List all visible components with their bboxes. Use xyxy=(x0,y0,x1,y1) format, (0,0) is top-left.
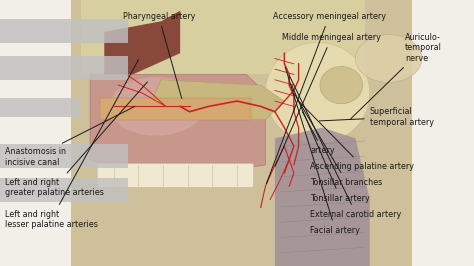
Text: Facial artery: Facial artery xyxy=(285,67,360,235)
Text: Tonsillar branches: Tonsillar branches xyxy=(294,94,383,187)
Text: Left and right
greater palatine arteries: Left and right greater palatine arteries xyxy=(5,82,147,197)
Text: Pharyngeal artery: Pharyngeal artery xyxy=(123,12,195,98)
Text: Middle meningeal artery: Middle meningeal artery xyxy=(275,33,381,166)
Text: External carotid artery: External carotid artery xyxy=(290,76,402,219)
Polygon shape xyxy=(104,11,180,74)
FancyBboxPatch shape xyxy=(97,164,254,188)
Text: Superficial
temporal artery: Superficial temporal artery xyxy=(319,107,434,127)
FancyBboxPatch shape xyxy=(0,178,128,202)
Text: Auriculo-
temporal
nerve: Auriculo- temporal nerve xyxy=(350,33,442,119)
Polygon shape xyxy=(90,74,265,176)
FancyBboxPatch shape xyxy=(0,98,81,117)
FancyBboxPatch shape xyxy=(0,144,128,168)
FancyBboxPatch shape xyxy=(100,98,251,120)
Ellipse shape xyxy=(265,43,370,144)
Text: Left and right
lesser palatine arteries: Left and right lesser palatine arteries xyxy=(5,60,138,229)
FancyBboxPatch shape xyxy=(0,56,128,80)
Text: Accessory meningeal artery: Accessory meningeal artery xyxy=(266,12,385,184)
FancyBboxPatch shape xyxy=(81,0,365,74)
Text: Tonsillar artery: Tonsillar artery xyxy=(292,85,370,203)
FancyBboxPatch shape xyxy=(71,0,412,266)
Ellipse shape xyxy=(356,35,422,82)
Text: artery: artery xyxy=(302,111,335,155)
FancyBboxPatch shape xyxy=(0,19,128,43)
Text: Anastomosis in
incisive canal: Anastomosis in incisive canal xyxy=(5,106,135,167)
Ellipse shape xyxy=(320,66,363,104)
Polygon shape xyxy=(152,80,284,120)
Polygon shape xyxy=(275,128,370,266)
Text: Ascending palatine artery: Ascending palatine artery xyxy=(299,102,414,171)
Ellipse shape xyxy=(109,77,204,136)
